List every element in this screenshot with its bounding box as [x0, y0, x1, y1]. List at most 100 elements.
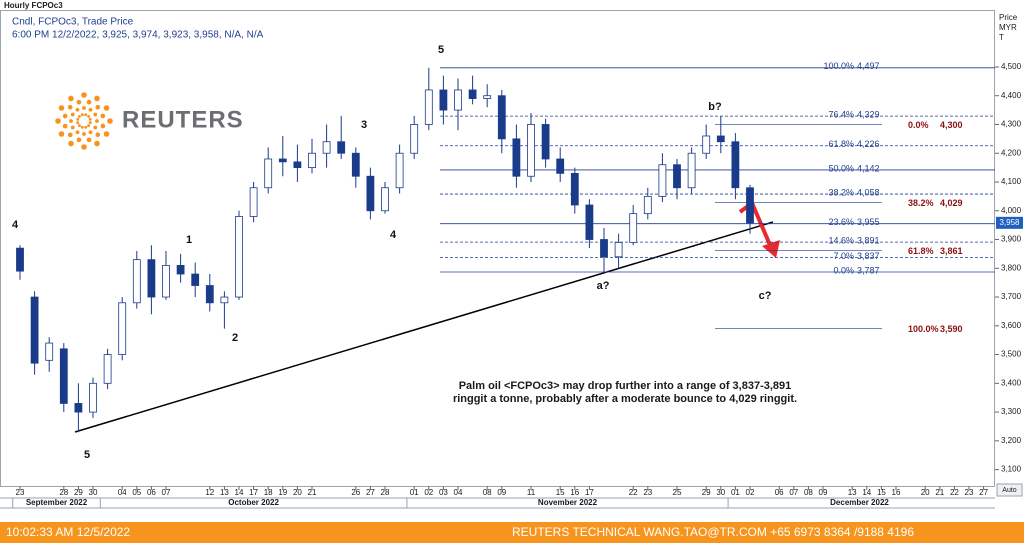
y-tick-label: 3,500: [1001, 350, 1022, 359]
annotation: Palm oil <FCPOc3> may drop further into …: [459, 380, 792, 392]
projection-ratio: 61.8%: [908, 246, 934, 256]
candle-body: [600, 239, 608, 258]
logo-dot: [81, 144, 87, 150]
x-tick-label: 29: [702, 488, 711, 497]
x-tick-label: 27: [366, 488, 375, 497]
x-tick-label: 30: [89, 488, 98, 497]
wave-label: a?: [597, 280, 610, 292]
x-tick-label: 17: [249, 488, 258, 497]
y-tick-label: 3,900: [1001, 235, 1022, 244]
x-tick-label: 04: [454, 488, 463, 497]
candle-body: [132, 259, 141, 304]
logo-dot: [80, 113, 84, 117]
candle-body: [264, 158, 273, 189]
fib-value: 3,955: [857, 217, 880, 227]
candle-body: [337, 141, 346, 154]
logo-dot: [100, 113, 106, 119]
x-tick-label: 15: [556, 488, 565, 497]
logo-dot: [75, 107, 80, 112]
logo-dot: [95, 104, 101, 110]
candle-body: [278, 158, 287, 163]
candle-body: [541, 124, 550, 160]
logo-dot: [76, 117, 80, 121]
x-tick-label: 28: [381, 488, 390, 497]
x-tick-label: 21: [308, 488, 317, 497]
fib-ratio: 14.6%: [828, 235, 854, 245]
logo-dot: [94, 140, 100, 147]
fib-ratio: 7.0%: [833, 251, 854, 261]
candle-body: [45, 342, 54, 361]
logo-dot: [103, 131, 110, 137]
candle-body: [439, 89, 448, 111]
x-tick-label: 20: [921, 488, 930, 497]
y-tick-label: 3,100: [1001, 465, 1022, 474]
x-tick-label: 20: [293, 488, 302, 497]
y-tick-label: 4,100: [1001, 177, 1022, 186]
candle-body: [702, 135, 711, 154]
logo-dot: [82, 132, 86, 136]
x-tick-label: 16: [570, 488, 579, 497]
x-tick-label: 09: [497, 488, 506, 497]
fib-ratio: 76.4%: [828, 110, 854, 120]
fib-ratio: 61.8%: [828, 139, 854, 149]
candle-body: [512, 138, 521, 177]
projection-value: 4,029: [940, 198, 963, 208]
month-label: November 2022: [538, 498, 598, 507]
footer-bar: [0, 522, 1024, 543]
projection-value: 3,590: [940, 324, 963, 334]
logo-dot: [94, 95, 100, 102]
x-tick-label: 16: [892, 488, 901, 497]
x-tick-label: 13: [220, 488, 229, 497]
candle-body: [746, 187, 754, 224]
candle-body: [614, 241, 623, 258]
candle-body: [716, 135, 725, 143]
projection-value: 3,861: [940, 246, 963, 256]
logo-dot: [70, 125, 75, 130]
candle-body: [235, 216, 243, 298]
plot-border: [0, 10, 995, 487]
x-tick-label: 22: [950, 488, 959, 497]
x-tick-label: 15: [877, 488, 886, 497]
x-tick-label: 02: [746, 488, 755, 497]
x-tick-label: 13: [848, 488, 857, 497]
candle-body: [497, 95, 506, 140]
logo-text: REUTERS: [122, 106, 244, 133]
logo-dot: [86, 137, 92, 143]
x-tick-label: 08: [483, 488, 492, 497]
logo-dot: [103, 105, 110, 111]
subtitle: Cndl, FCPOc3, Trade Price: [12, 17, 134, 28]
logo-dot: [95, 119, 99, 123]
candle-body: [118, 302, 127, 355]
wave-label: 3: [361, 119, 367, 131]
logo-dot: [82, 106, 86, 110]
y-axis-label: T: [999, 33, 1004, 42]
candle-body: [176, 265, 185, 275]
fib-ratio: 38.2%: [828, 187, 854, 197]
logo-dot: [100, 123, 106, 129]
wave-label: 5: [84, 449, 90, 461]
logo-dot: [58, 105, 65, 111]
trend-line: [74, 221, 774, 433]
wave-label: 5: [438, 44, 444, 56]
y-tick-label: 4,000: [1001, 206, 1022, 215]
x-tick-label: 06: [147, 488, 156, 497]
candle-body: [731, 141, 740, 189]
logo-dot: [70, 112, 75, 117]
logo-dot: [87, 114, 91, 118]
x-tick-label: 11: [527, 488, 536, 497]
candle-body: [191, 273, 200, 286]
candle-body: [454, 89, 462, 111]
x-tick-label: 09: [819, 488, 828, 497]
candle-body: [673, 164, 681, 189]
x-tick-label: 05: [132, 488, 141, 497]
logo-dot: [87, 124, 91, 128]
candle-body: [59, 348, 68, 404]
logo-dot: [95, 132, 101, 138]
fib-value: 4,497: [857, 61, 880, 71]
candle-body: [527, 124, 535, 177]
auto-button[interactable]: [996, 483, 1023, 497]
candle-body: [308, 152, 316, 169]
x-tick-label: 17: [585, 488, 594, 497]
candle-body: [483, 95, 492, 99]
